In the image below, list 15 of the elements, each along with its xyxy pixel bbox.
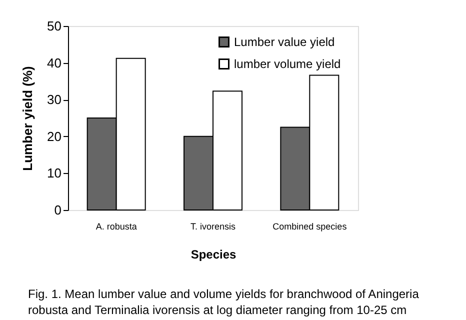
y-tick-label: 50: [47, 18, 62, 34]
y-tick-label: 40: [47, 55, 62, 70]
x-axis-title: Species: [190, 248, 236, 262]
text: robusta and Terminalia ivorensis at log diameter ranging from 10-25 cm: [28, 303, 407, 317]
y-tick-label: 0: [54, 202, 62, 218]
x-tick-label: Combined species: [272, 222, 348, 232]
caption: Fig. 1. Mean lumber value and volume yields for branchwood of Aningeria: [28, 287, 420, 301]
y-axis-title: Lumber yield (%): [20, 66, 36, 171]
legend-label: Lumber value yield: [234, 35, 335, 49]
x-tick-label: T. ivorensis: [190, 222, 236, 232]
x-tick-label: A. robusta: [96, 222, 137, 232]
y-tick-label: 10: [47, 166, 62, 181]
y-tick-label: 30: [47, 92, 62, 108]
y-tick-label: 20: [47, 128, 62, 144]
legend-label: lumber volume yield: [234, 57, 341, 71]
